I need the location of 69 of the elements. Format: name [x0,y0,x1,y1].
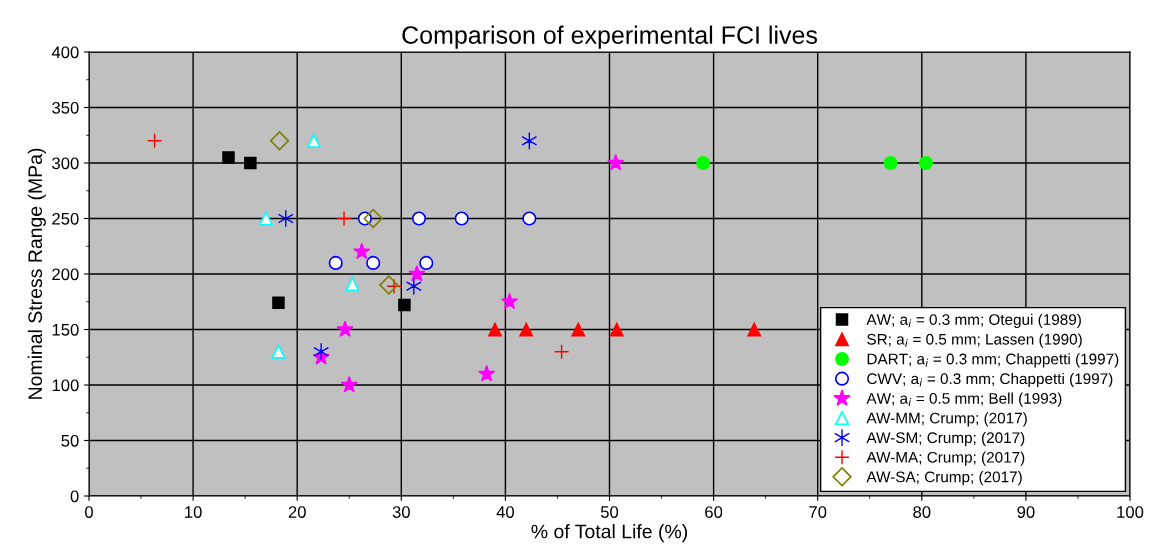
point [244,156,257,170]
x-tick-label: 80 [913,506,931,518]
point [478,364,496,382]
point [313,342,330,361]
point [306,133,321,148]
point [553,344,570,360]
x-tick-label: 50 [600,506,619,518]
point [269,131,290,151]
y-tick-label: 250 [52,212,79,225]
point [146,133,163,149]
point [883,156,898,170]
point [366,255,381,270]
x-axis-title: % of Total Life (%) [531,524,688,543]
point [571,322,586,337]
legend-label: AW-MM; Crump; (2017) [866,412,1027,427]
point [488,322,502,337]
point [222,151,235,164]
legend-label: AW-MA; Crump; (2017) [866,451,1025,466]
legend-label: AW; a$_{i}$ = 0.5 mm; Bell (1993) [866,392,1062,407]
x-tick-label: 20 [288,506,306,518]
chart-title: Comparison of experimental FCI lives [402,25,818,49]
y-axis-title: Nominal Stress Range (MPa) [27,148,46,399]
point [747,322,762,337]
point [336,210,352,227]
point [328,255,343,270]
legend-label: AW-SM; Crump; (2017) [866,431,1025,447]
point [419,255,434,270]
point [519,322,534,337]
point [609,322,624,337]
point [379,275,399,295]
x-tick-label: 90 [1017,506,1035,518]
point [272,296,285,310]
legend-label: CWV; a$_{i}$ = 0.3 mm; Chappetti (1997) [867,372,1113,388]
point [607,153,625,171]
point [500,292,519,310]
x-tick-label: 100 [1117,506,1144,518]
point [336,320,354,337]
x-tick-label: 70 [809,506,827,518]
y-tick-label: 100 [52,379,79,392]
point [340,375,358,393]
point [411,211,427,226]
point [919,156,933,170]
point [258,211,274,226]
point [353,242,371,260]
legend-label: AW; a$_{i}$ = 0.3 mm; Otegui (1989) [866,313,1081,328]
x-tick-label: 10 [185,506,202,518]
x-tick-label: 0 [85,506,93,518]
y-tick-label: 350 [52,101,79,114]
x-tick-label: 40 [496,506,515,518]
y-tick-label: 400 [51,46,79,59]
point [271,344,286,359]
x-tick-label: 30 [392,506,410,518]
y-tick-label: 150 [52,323,79,336]
point [522,211,537,226]
point [454,211,469,226]
point [363,208,383,229]
point [398,298,411,312]
y-tick-label: 0 [70,490,79,503]
y-tick-label: 200 [52,268,79,281]
x-tick-label: 60 [705,506,723,518]
point [408,264,426,282]
point [386,278,402,294]
legend-label: SR; a$_{i}$ = 0.5 mm; Lassen (1990) [867,333,1082,348]
y-tick-label: 50 [61,434,79,447]
legend-label: DART; a$_{i}$ = 0.3 mm; Chappetti (1997) [867,353,1119,368]
legend-label: AW-SA; Crump; (2017) [866,471,1022,486]
point [345,276,360,292]
y-tick-label: 300 [52,157,79,170]
point [696,156,711,170]
